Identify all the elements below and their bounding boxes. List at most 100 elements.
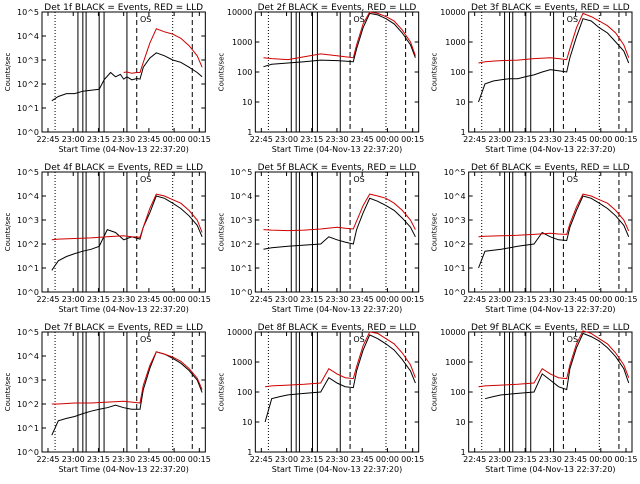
- series-line-lld: [478, 193, 630, 238]
- y-tick-label: 10^5: [17, 328, 39, 337]
- y-tick-label: 10^3: [444, 216, 466, 225]
- x-tick-label: 23:30: [325, 135, 348, 144]
- chart-title: Det 4f BLACK = Events, RED = LLD: [44, 163, 203, 173]
- y-tick-label: 10^3: [230, 216, 252, 225]
- x-tick-label: 23:00: [488, 135, 511, 144]
- x-tick-label: 22:45: [250, 455, 273, 464]
- y-tick-label: 10^3: [17, 216, 39, 225]
- y-tick-label: 10: [455, 98, 465, 107]
- y-tick-label: 10^5: [17, 168, 39, 177]
- x-tick-label: 23:30: [539, 295, 562, 304]
- series-line-lld: [51, 193, 203, 241]
- annotation-label: OS: [140, 335, 151, 344]
- y-axis-label: Counts/sec: [431, 53, 439, 92]
- x-tick-label: 22:45: [463, 455, 486, 464]
- y-tick-label: 1: [247, 448, 252, 457]
- chart-title: Det 9f BLACK = Events, RED = LLD: [471, 323, 630, 333]
- x-tick-label: 23:45: [137, 455, 160, 464]
- x-tick-label: 23:00: [488, 455, 511, 464]
- y-axis-label: Counts/sec: [217, 373, 225, 412]
- x-tick-label: 00:15: [401, 455, 424, 464]
- x-tick-label: 23:00: [488, 295, 511, 304]
- series-line-lld: [51, 351, 203, 405]
- x-tick-label: 23:30: [325, 455, 348, 464]
- x-tick-label: 00:15: [401, 295, 424, 304]
- y-tick-label: 100: [450, 68, 465, 77]
- y-tick-label: 10000: [440, 8, 465, 17]
- x-tick-label: 00:00: [589, 455, 612, 464]
- y-tick-label: 10^0: [444, 288, 466, 297]
- y-tick-label: 10^4: [444, 192, 466, 201]
- x-tick-label: 00:00: [376, 455, 399, 464]
- annotation-label: OS: [353, 175, 364, 184]
- chart-title: Det 5f BLACK = Events, RED = LLD: [258, 163, 417, 173]
- x-tick-label: 23:15: [87, 135, 110, 144]
- x-tick-label: 23:15: [514, 135, 537, 144]
- x-tick-label: 23:45: [351, 135, 374, 144]
- series-line-lld: [478, 330, 630, 388]
- y-tick-label: 1000: [445, 358, 465, 367]
- x-tick-label: 23:15: [514, 455, 537, 464]
- y-tick-label: 10^5: [444, 168, 466, 177]
- y-tick-label: 10^4: [17, 192, 39, 201]
- x-tick-label: 23:45: [137, 135, 160, 144]
- y-tick-label: 1000: [232, 38, 252, 47]
- x-tick-label: 23:45: [351, 295, 374, 304]
- y-tick-label: 10^4: [230, 192, 252, 201]
- annotation-label: OS: [567, 175, 578, 184]
- y-tick-label: 10^4: [17, 352, 39, 361]
- y-tick-label: 10^0: [17, 288, 39, 297]
- x-tick-label: 22:45: [36, 135, 59, 144]
- x-tick-label: 22:45: [36, 295, 59, 304]
- chart-panel-3: Det 3f BLACK = Events, RED = LLD 1 10 100 10…: [431, 3, 638, 154]
- y-tick-label: 10000: [440, 328, 465, 337]
- y-tick-label: 10^1: [17, 104, 39, 113]
- x-tick-label: 23:30: [539, 135, 562, 144]
- x-tick-label: 23:15: [87, 455, 110, 464]
- y-axis-label: Counts/sec: [217, 213, 225, 252]
- y-tick-label: 10: [242, 418, 252, 427]
- y-tick-label: 100: [237, 68, 252, 77]
- y-tick-label: 10: [242, 98, 252, 107]
- annotation-label: OS: [567, 335, 578, 344]
- y-tick-label: 100: [237, 388, 252, 397]
- annotation-label: OS: [140, 175, 151, 184]
- y-tick-label: 10^1: [444, 264, 466, 273]
- plot-frame: [468, 11, 633, 133]
- x-tick-label: 00:00: [589, 295, 612, 304]
- y-axis-label: Counts/sec: [431, 373, 439, 412]
- x-tick-label: 00:15: [614, 455, 637, 464]
- x-tick-label: 23:30: [112, 455, 135, 464]
- x-tick-label: 23:45: [137, 295, 160, 304]
- y-tick-label: 10^2: [17, 400, 39, 409]
- x-tick-label: 22:45: [250, 135, 273, 144]
- x-tick-label: 23:45: [564, 295, 587, 304]
- y-tick-label: 10^5: [17, 8, 39, 17]
- plot-frame: [468, 331, 633, 453]
- x-tick-label: 23:45: [564, 135, 587, 144]
- y-tick-label: 10^1: [17, 424, 39, 433]
- chart-title: Det 6f BLACK = Events, RED = LLD: [471, 163, 630, 173]
- chart-panel-2: Det 2f BLACK = Events, RED = LLD 1 10 100 10…: [217, 3, 424, 154]
- annotation-label: OS: [353, 15, 364, 24]
- y-tick-label: 10^1: [230, 264, 252, 273]
- y-tick-label: 1: [461, 128, 466, 137]
- chart-title: Det 3f BLACK = Events, RED = LLD: [471, 3, 630, 13]
- x-tick-label: 00:00: [163, 455, 186, 464]
- y-tick-label: 10^2: [17, 240, 39, 249]
- plot-frame: [41, 171, 206, 293]
- y-axis-label: Counts/sec: [431, 213, 439, 252]
- y-tick-label: 10^3: [17, 376, 39, 385]
- chart-panel-5: Det 5f BLACK = Events, RED = LLD 10^0 10^1…: [217, 163, 424, 314]
- y-tick-label: 10^3: [17, 56, 39, 65]
- y-tick-label: 10000: [227, 8, 252, 17]
- x-tick-label: 00:15: [614, 135, 637, 144]
- x-tick-label: 23:00: [275, 135, 298, 144]
- x-tick-label: 23:30: [539, 455, 562, 464]
- y-tick-label: 100: [450, 388, 465, 397]
- x-tick-label: 22:45: [463, 135, 486, 144]
- x-tick-label: 00:15: [188, 295, 211, 304]
- x-tick-label: 23:15: [300, 455, 323, 464]
- chart-panel-4: Det 4f BLACK = Events, RED = LLD 10^0 10^1…: [4, 163, 211, 314]
